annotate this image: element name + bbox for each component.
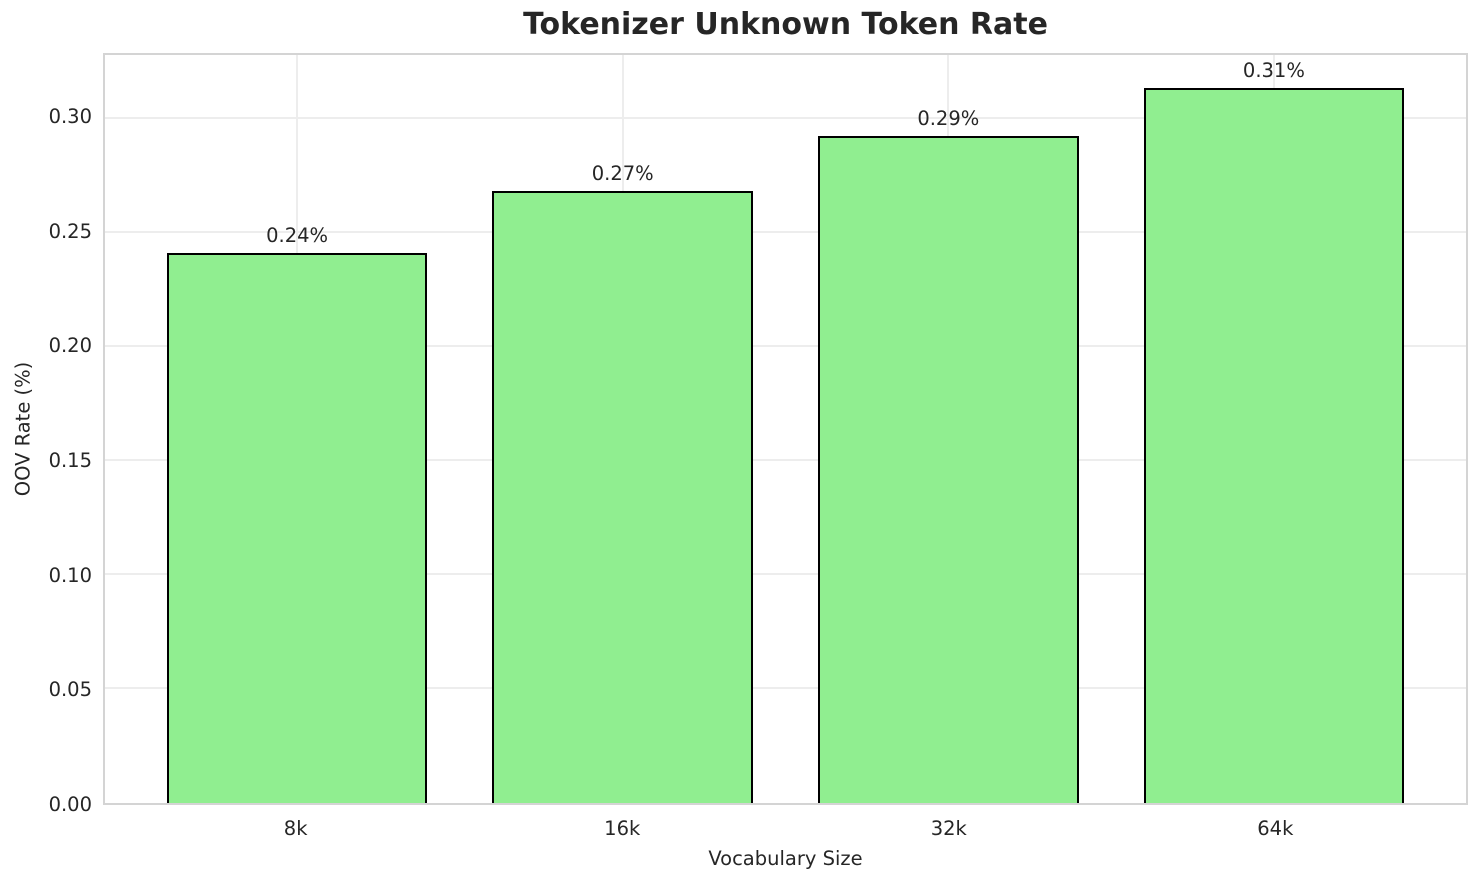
horizontal-gridline [105, 230, 1466, 233]
y-tick-label: 0.00 [48, 793, 92, 816]
x-axis-label: Vocabulary Size [708, 847, 863, 870]
bar-8k [166, 252, 428, 803]
y-tick-label: 0.30 [48, 105, 92, 129]
bar-64k [1143, 87, 1405, 803]
horizontal-gridline [105, 344, 1466, 347]
y-tick-label: 0.15 [48, 449, 92, 473]
y-tick-label: 0.10 [48, 563, 92, 587]
y-axis-label: OOV Rate (%) [11, 361, 35, 497]
horizontal-gridline [105, 572, 1466, 575]
bar-32k [818, 135, 1079, 803]
horizontal-gridline [105, 686, 1466, 689]
x-tick-label: 16k [604, 817, 641, 840]
bar-value-label-8k: 0.24% [266, 223, 329, 247]
x-tick-label: 32k [930, 817, 967, 840]
y-tick-label: 0.25 [48, 219, 92, 243]
x-tick-label: 64k [1257, 817, 1294, 840]
horizontal-gridline [105, 116, 1466, 119]
bar-value-label-64k: 0.31% [1242, 58, 1305, 82]
bar-value-label-32k: 0.29% [917, 106, 980, 130]
bar-16k [492, 190, 753, 803]
x-tick-label: 8k [283, 817, 308, 840]
chart-title: Tokenizer Unknown Token Rate [523, 7, 1048, 42]
y-tick-label: 0.20 [48, 334, 92, 358]
horizontal-gridline [105, 458, 1466, 461]
y-tick-label: 0.05 [48, 678, 92, 702]
plot-area: 0.24% 0.27% 0.29% 0.31% [103, 53, 1468, 805]
bar-value-label-16k: 0.27% [591, 161, 654, 185]
